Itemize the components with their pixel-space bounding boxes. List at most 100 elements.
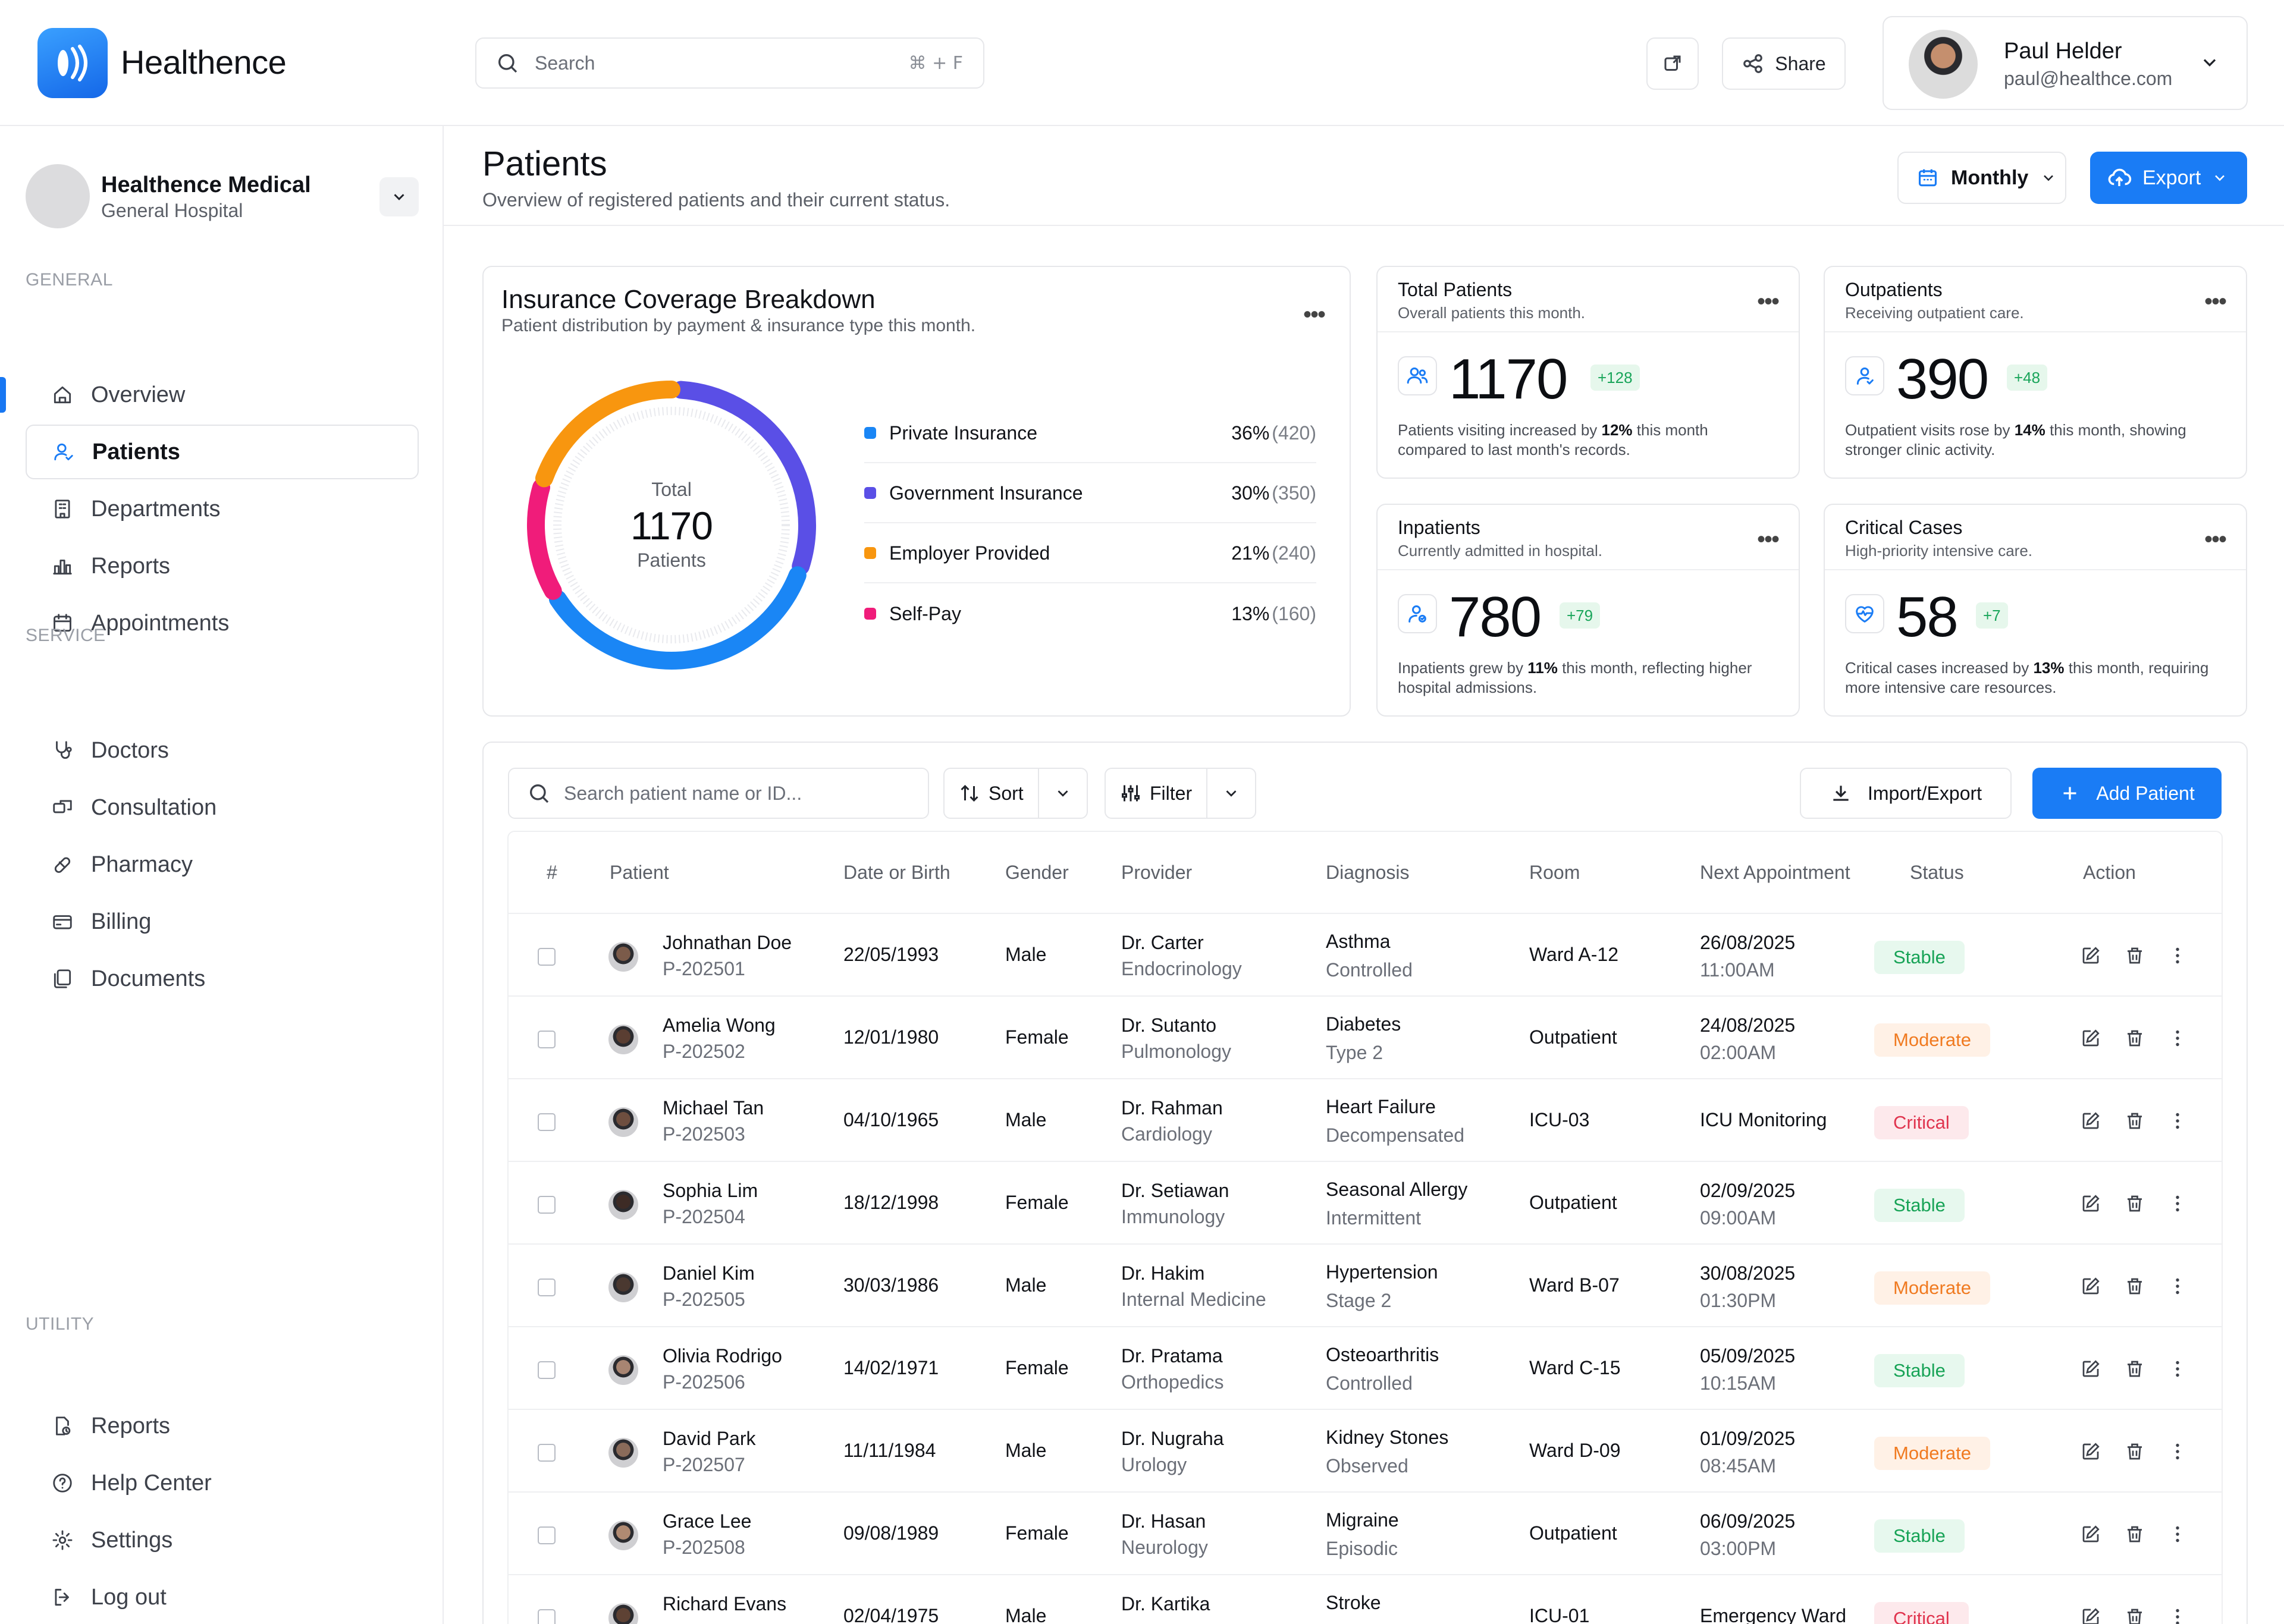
- trash-icon[interactable]: [2123, 1109, 2147, 1133]
- sort-dropdown-button[interactable]: [1039, 769, 1087, 818]
- user-menu[interactable]: Paul Helder paul@healthce.com: [1883, 16, 2248, 110]
- more-options-icon[interactable]: •••: [1757, 288, 1780, 315]
- column-header[interactable]: Patient: [610, 862, 669, 883]
- table-row[interactable]: Richard Evans 02/04/1975 Male Dr. Kartika St…: [509, 1575, 2222, 1624]
- row-checkbox[interactable]: [538, 1113, 556, 1131]
- table-row[interactable]: Amelia Wong P-202502 12/01/1980 Female Dr. S…: [509, 997, 2222, 1079]
- sidebar-item-patients[interactable]: Patients: [26, 425, 419, 479]
- donut-slice-private-insurance[interactable]: [548, 566, 807, 670]
- trash-icon[interactable]: [2123, 1274, 2147, 1298]
- trash-icon[interactable]: [2123, 1357, 2147, 1381]
- table-row[interactable]: David Park P-202507 11/11/1984 Male Dr. Nugr…: [509, 1410, 2222, 1493]
- sidebar-item-reports[interactable]: Reports: [26, 539, 419, 593]
- table-row[interactable]: Daniel Kim P-202505 30/03/1986 Male Dr. Haki…: [509, 1245, 2222, 1327]
- filter-button[interactable]: Filter: [1106, 769, 1208, 818]
- donut-slice-employer-provided[interactable]: [535, 381, 680, 488]
- edit-icon[interactable]: [2079, 1440, 2103, 1463]
- column-header[interactable]: Gender: [1005, 862, 1069, 883]
- org-switch-button[interactable]: [379, 177, 419, 216]
- row-checkbox[interactable]: [538, 948, 556, 966]
- trash-icon[interactable]: [2123, 1192, 2147, 1215]
- global-search-input[interactable]: Search ⌘ + F: [475, 37, 984, 89]
- table-row[interactable]: Michael Tan P-202503 04/10/1965 Male Dr. Rah…: [509, 1079, 2222, 1162]
- table-row[interactable]: Grace Lee P-202508 09/08/1989 Female Dr. Has…: [509, 1493, 2222, 1575]
- patient-name[interactable]: Grace Lee: [663, 1510, 752, 1532]
- export-button[interactable]: Export: [2090, 152, 2247, 204]
- logo-icon[interactable]: [37, 28, 108, 98]
- donut-slice-government-insurance[interactable]: [672, 381, 816, 576]
- share-button[interactable]: Share: [1722, 37, 1846, 90]
- sidebar-item-help-center[interactable]: Help Center: [26, 1456, 419, 1510]
- column-header[interactable]: Provider: [1121, 862, 1193, 883]
- edit-icon[interactable]: [2079, 1522, 2103, 1546]
- row-checkbox[interactable]: [538, 1526, 556, 1544]
- edit-icon[interactable]: [2079, 1605, 2103, 1624]
- trash-icon[interactable]: [2123, 1522, 2147, 1546]
- sidebar-item-appointments[interactable]: Appointments: [26, 596, 419, 651]
- row-checkbox[interactable]: [538, 1444, 556, 1462]
- sidebar-item-pharmacy[interactable]: Pharmacy: [26, 837, 419, 892]
- external-link-button[interactable]: [1646, 37, 1699, 90]
- trash-icon[interactable]: [2123, 1026, 2147, 1050]
- row-checkbox[interactable]: [538, 1031, 556, 1048]
- column-header[interactable]: Action: [2083, 862, 2136, 883]
- patient-name[interactable]: Michael Tan: [663, 1097, 764, 1119]
- sidebar-item-reports[interactable]: Reports: [26, 1399, 419, 1453]
- patient-name[interactable]: Amelia Wong: [663, 1014, 776, 1036]
- table-row[interactable]: Johnathan Doe P-202501 22/05/1993 Male Dr. C…: [509, 914, 2222, 997]
- edit-icon[interactable]: [2079, 1026, 2103, 1050]
- more-vertical-icon[interactable]: [2166, 1026, 2189, 1050]
- table-row[interactable]: Sophia Lim P-202504 18/12/1998 Female Dr. Se…: [509, 1162, 2222, 1245]
- more-options-icon[interactable]: •••: [1757, 526, 1780, 552]
- trash-icon[interactable]: [2123, 1605, 2147, 1624]
- sidebar-item-log-out[interactable]: Log out: [26, 1570, 419, 1624]
- edit-icon[interactable]: [2079, 1192, 2103, 1215]
- column-header[interactable]: Next Appointment: [1700, 862, 1850, 883]
- period-select[interactable]: Monthly: [1897, 152, 2066, 204]
- sidebar-item-billing[interactable]: Billing: [26, 894, 419, 949]
- column-header[interactable]: Diagnosis: [1326, 862, 1410, 883]
- column-header[interactable]: Room: [1529, 862, 1580, 883]
- sidebar-item-documents[interactable]: Documents: [26, 951, 419, 1006]
- edit-icon[interactable]: [2079, 1357, 2103, 1381]
- sidebar-item-consultation[interactable]: Consultation: [26, 780, 419, 835]
- edit-icon[interactable]: [2079, 1274, 2103, 1298]
- more-vertical-icon[interactable]: [2166, 1192, 2189, 1215]
- sidebar-item-settings[interactable]: Settings: [26, 1513, 419, 1568]
- more-vertical-icon[interactable]: [2166, 1605, 2189, 1624]
- more-options-icon[interactable]: •••: [2204, 288, 2227, 315]
- more-vertical-icon[interactable]: [2166, 1109, 2189, 1133]
- patient-name[interactable]: Richard Evans: [663, 1593, 787, 1614]
- patient-name[interactable]: Johnathan Doe: [663, 932, 792, 953]
- more-vertical-icon[interactable]: [2166, 1274, 2189, 1298]
- row-checkbox[interactable]: [538, 1361, 556, 1379]
- donut-slice-self-pay[interactable]: [527, 478, 562, 600]
- trash-icon[interactable]: [2123, 1440, 2147, 1463]
- edit-icon[interactable]: [2079, 1109, 2103, 1133]
- sort-button[interactable]: Sort: [945, 769, 1039, 818]
- more-vertical-icon[interactable]: [2166, 1440, 2189, 1463]
- sidebar-item-overview[interactable]: Overview: [26, 367, 419, 422]
- import-export-button[interactable]: Import/Export: [1800, 768, 2012, 819]
- more-options-icon[interactable]: •••: [2204, 526, 2227, 552]
- patient-search-input[interactable]: Search patient name or ID...: [508, 768, 929, 819]
- edit-icon[interactable]: [2079, 944, 2103, 968]
- more-vertical-icon[interactable]: [2166, 1522, 2189, 1546]
- more-options-icon[interactable]: •••: [1303, 301, 1326, 328]
- trash-icon[interactable]: [2123, 944, 2147, 968]
- table-row[interactable]: Olivia Rodrigo P-202506 14/02/1971 Female Dr…: [509, 1327, 2222, 1410]
- patient-name[interactable]: Olivia Rodrigo: [663, 1345, 782, 1367]
- row-checkbox[interactable]: [538, 1196, 556, 1214]
- column-header[interactable]: Status: [1910, 862, 1964, 883]
- column-header[interactable]: Date or Birth: [843, 862, 950, 883]
- patient-name[interactable]: Daniel Kim: [663, 1262, 755, 1284]
- more-vertical-icon[interactable]: [2166, 1357, 2189, 1381]
- row-checkbox[interactable]: [538, 1279, 556, 1296]
- row-checkbox[interactable]: [538, 1609, 556, 1624]
- column-header[interactable]: #: [547, 862, 557, 883]
- add-patient-button[interactable]: Add Patient: [2032, 768, 2222, 819]
- patient-name[interactable]: David Park: [663, 1428, 756, 1449]
- sidebar-item-departments[interactable]: Departments: [26, 482, 419, 536]
- patient-name[interactable]: Sophia Lim: [663, 1180, 758, 1201]
- sidebar-item-doctors[interactable]: Doctors: [26, 723, 419, 778]
